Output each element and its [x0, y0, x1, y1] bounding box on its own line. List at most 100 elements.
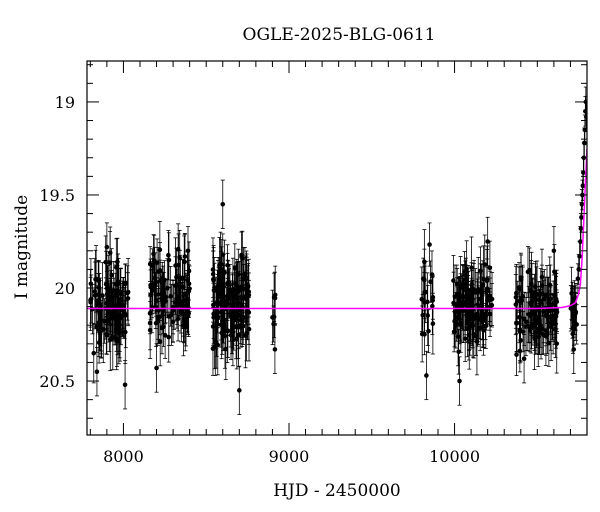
data-point: [519, 298, 525, 303]
data-point: [221, 284, 226, 290]
data-point: [465, 291, 471, 297]
data-point: [229, 311, 234, 317]
x-tick-label: 8000: [103, 447, 144, 466]
data-point: [427, 242, 432, 247]
data-point: [485, 239, 490, 244]
data-point: [210, 267, 216, 272]
data-point: [233, 324, 239, 329]
data-point: [230, 319, 236, 324]
data-point: [422, 277, 427, 283]
data-point: [480, 319, 486, 324]
data-point: [453, 322, 459, 328]
data-point: [214, 311, 219, 317]
data-point: [570, 331, 576, 337]
data-point: [530, 311, 536, 317]
data-point: [454, 281, 460, 287]
data-point: [166, 252, 171, 258]
data-point: [544, 292, 550, 297]
data-point: [487, 296, 493, 301]
data-point: [211, 278, 216, 283]
data-point: [478, 304, 484, 309]
chart-title: OGLE-2025-BLG-0611: [243, 25, 436, 45]
data-point: [419, 331, 425, 337]
y-tick-label: 20.5: [39, 372, 75, 391]
data-point: [177, 255, 182, 261]
data-point: [572, 295, 577, 301]
data-point: [235, 272, 241, 277]
data-point: [210, 324, 216, 329]
data-point: [186, 268, 192, 274]
data-point: [428, 279, 433, 284]
data-point: [118, 291, 124, 297]
data-point: [553, 327, 558, 332]
data-point: [470, 317, 476, 322]
tick-labels: 8000 9000 10000 19 19.5 20 20.5: [39, 93, 480, 466]
data-point: [110, 304, 115, 309]
data-point: [426, 328, 431, 334]
data-point: [537, 319, 542, 325]
data-point: [96, 340, 102, 345]
data-point: [221, 322, 226, 328]
x-tick-label: 9000: [269, 447, 310, 466]
data-point: [482, 262, 488, 267]
data-point: [575, 276, 581, 282]
data-point: [457, 378, 462, 384]
data-point: [217, 277, 223, 283]
data-point: [219, 330, 224, 336]
data-point: [579, 214, 584, 220]
data-point: [230, 291, 235, 297]
data-point: [526, 312, 532, 317]
data-point: [478, 289, 484, 295]
data-point: [236, 333, 241, 338]
data-point: [539, 283, 545, 288]
data-point: [96, 327, 102, 333]
data-point: [521, 356, 527, 362]
data-point: [465, 326, 470, 331]
data-point: [539, 274, 545, 280]
data-point: [232, 265, 238, 270]
data-point: [111, 288, 117, 294]
plot-frame: [86, 60, 588, 436]
data-point: [156, 308, 161, 313]
data-point: [183, 297, 189, 303]
data-point: [109, 312, 115, 318]
data-point: [521, 316, 527, 322]
x-axis-label: HJD - 2450000: [273, 481, 401, 501]
data-point: [222, 333, 228, 339]
data-point: [527, 300, 533, 306]
data-point: [109, 272, 114, 278]
data-point: [465, 295, 471, 300]
data-point: [162, 333, 168, 338]
data-point: [153, 279, 159, 285]
data-point: [429, 272, 435, 277]
data-point: [271, 295, 277, 300]
data-point: [583, 108, 587, 114]
data-point: [107, 250, 113, 256]
data-point: [475, 302, 481, 307]
data-point: [170, 308, 176, 314]
data-point: [187, 286, 192, 291]
data-point: [175, 316, 181, 322]
data-point: [102, 318, 107, 324]
data-point: [425, 313, 431, 318]
data-point: [154, 365, 159, 371]
data-point: [484, 286, 490, 291]
data-point: [116, 331, 122, 336]
data-point: [115, 282, 120, 287]
data-point: [115, 324, 120, 329]
data-point: [103, 259, 109, 265]
data-point: [228, 332, 234, 338]
data-point: [454, 314, 460, 320]
data-point: [456, 349, 461, 355]
data-point: [547, 282, 553, 288]
data-point: [466, 320, 472, 325]
data-point: [552, 269, 557, 275]
data-point: [240, 323, 246, 329]
data-point: [225, 262, 230, 268]
data-point: [460, 281, 466, 287]
data-point: [114, 336, 119, 342]
data-point: [95, 292, 101, 297]
data-point: [218, 309, 224, 315]
data-point: [571, 347, 577, 352]
data-point: [487, 311, 493, 317]
